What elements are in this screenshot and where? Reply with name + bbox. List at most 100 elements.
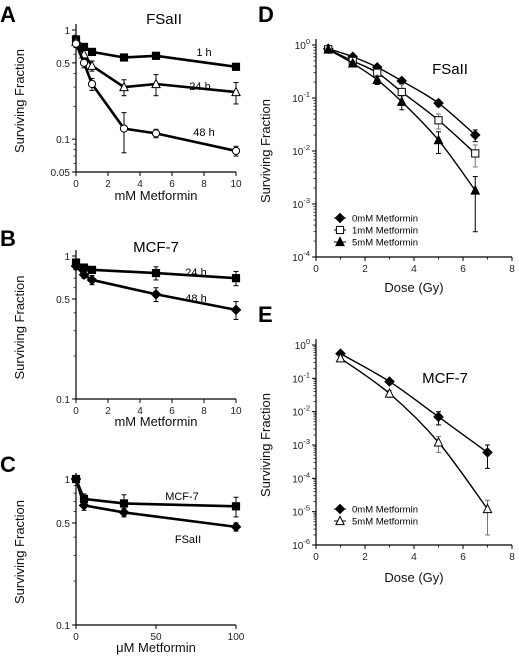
panel-a-series-2-point bbox=[231, 86, 241, 97]
panel-d-legend-marker bbox=[334, 212, 346, 224]
panel-e-series-1-point bbox=[433, 411, 444, 423]
panel-b-series-2-point bbox=[78, 269, 90, 281]
panel-e-series-2-point bbox=[335, 352, 346, 363]
panel-b-series-1-point bbox=[87, 265, 97, 274]
panel-e-series-1-point bbox=[482, 447, 493, 458]
panel-a-ytick-label: 0.05 bbox=[51, 168, 71, 179]
panel-e-xtick-label: 6 bbox=[460, 552, 466, 563]
panel-a-xtick-label: 6 bbox=[169, 179, 175, 190]
panel-e-series-1-line bbox=[340, 353, 488, 453]
panel-e-legend-marker bbox=[335, 515, 345, 526]
panel-c-series-2-point bbox=[78, 500, 90, 511]
panel-a-series-2-point bbox=[87, 60, 97, 70]
panel-c-xtick-label: 100 bbox=[228, 632, 245, 643]
panel-a-xtick-label: 4 bbox=[137, 179, 143, 190]
panel-e-y-axis-label: Surviving Fraction bbox=[258, 393, 273, 497]
panel-a-xtick-label: 10 bbox=[230, 179, 242, 190]
panel-d-series-3-point bbox=[396, 96, 407, 106]
panel-c-ytick-label: 0.1 bbox=[56, 621, 70, 632]
panel-c-series-2-line bbox=[74, 478, 237, 529]
panel-c-series-1-point bbox=[119, 499, 129, 508]
panel-c-xtick-label: 0 bbox=[73, 632, 79, 643]
panel-e-ytick-label: 10-5 bbox=[292, 504, 310, 519]
panel-d-ytick-label: 10-4 bbox=[292, 249, 310, 264]
panel-a-series-1-point bbox=[151, 51, 161, 60]
panel-a-series-1-point bbox=[119, 53, 129, 62]
panel-d-series-3-point bbox=[323, 43, 334, 54]
panel-e-legend-marker bbox=[334, 503, 346, 515]
panel-a-x-axis-label: mM Metformin bbox=[114, 188, 197, 203]
panel-d-series-1-point bbox=[469, 129, 481, 141]
panel-a-ytick-label: 1 bbox=[64, 26, 70, 37]
panel-e-legend-label: 5mM Metformin bbox=[352, 517, 418, 528]
panel-e-ytick-label: 10-4 bbox=[292, 470, 310, 485]
panel-d-xtick-label: 0 bbox=[313, 264, 319, 275]
panel-d-x-axis-label: Dose (Gy) bbox=[384, 280, 443, 295]
panel-b-xtick-label: 8 bbox=[201, 406, 207, 417]
panel-a-series-3-point bbox=[231, 146, 241, 156]
panel-e-xtick-label: 4 bbox=[411, 552, 417, 563]
panel-b-series-label: 48 h bbox=[185, 293, 206, 305]
panel-c-y-axis-label: Surviving Fraction bbox=[12, 500, 27, 604]
panel-d-legend-label: 1mM Metformin bbox=[352, 226, 418, 237]
panel-b-series-2-point bbox=[150, 288, 162, 300]
panel-d-series-1-point bbox=[433, 97, 444, 109]
panel-a-series-label: 48 h bbox=[193, 127, 214, 139]
panel-a-series-3-point bbox=[87, 79, 97, 89]
panel-b-series-label: 24 h bbox=[185, 267, 206, 279]
panel-a-series-2-point bbox=[119, 81, 129, 92]
panel-d-series-3-point bbox=[433, 134, 444, 145]
panel-e-ytick-label: 10-6 bbox=[292, 537, 310, 552]
panel-b-xtick-label: 2 bbox=[105, 406, 111, 417]
panel-a-series-label: 1 h bbox=[196, 47, 211, 59]
panel-d-xtick-label: 4 bbox=[411, 264, 417, 275]
panel-b-ytick-label: 0.5 bbox=[56, 295, 70, 306]
panel-a-xtick-label: 0 bbox=[73, 179, 79, 190]
panel-b-xtick-label: 0 bbox=[73, 406, 79, 417]
panel-b-letter: B bbox=[0, 226, 16, 251]
panel-d-legend-label: 5mM Metformin bbox=[352, 238, 418, 249]
panel-e-series-2-point bbox=[433, 436, 444, 447]
panel-a-series-label: 24 h bbox=[189, 81, 210, 93]
panel-d-letter: D bbox=[258, 2, 274, 27]
panel-e-series-2-point bbox=[384, 387, 395, 398]
panel-a-xtick-label: 2 bbox=[105, 179, 111, 190]
panel-d-series-2-point bbox=[434, 116, 443, 125]
panel-a-title: FSaII bbox=[146, 11, 182, 28]
panel-b-series-1-point bbox=[231, 274, 241, 283]
panel-e-series-2-point bbox=[482, 503, 493, 514]
panel-b-title: MCF-7 bbox=[133, 239, 179, 256]
panel-a-ytick-label: 0.1 bbox=[56, 135, 70, 146]
panel-e-series-2-line bbox=[340, 357, 489, 510]
panel-d-xtick-label: 8 bbox=[509, 264, 515, 275]
panel-a-series-3-point bbox=[79, 58, 89, 67]
panel-d-xtick-label: 6 bbox=[460, 264, 466, 275]
panel-e-x-axis-label: Dose (Gy) bbox=[384, 570, 443, 585]
panel-a-ytick-label: 0.5 bbox=[56, 59, 70, 70]
panel-c-series-2-point bbox=[230, 521, 242, 533]
panel-d-legend-marker bbox=[335, 236, 345, 247]
panel-d-ytick-label: 10-2 bbox=[292, 143, 310, 158]
panel-b-y-axis-label: Surviving Fraction bbox=[12, 275, 27, 379]
panel-c-series-2-point bbox=[70, 473, 82, 485]
panel-b-ytick-label: 1 bbox=[64, 252, 70, 263]
panel-b-xtick-label: 4 bbox=[137, 406, 143, 417]
panel-c-x-axis-label: μM Metformin bbox=[116, 640, 196, 655]
panel-b-ytick-label: 0.1 bbox=[56, 395, 70, 406]
panel-a-series-3-point bbox=[71, 39, 81, 48]
panel-a-series-3-point bbox=[119, 124, 129, 133]
panel-d-legend-label: 0mM Metformin bbox=[352, 214, 418, 225]
panel-d-y-axis-label: Surviving Fraction bbox=[258, 99, 273, 203]
panel-d-title: FSaII bbox=[432, 61, 468, 78]
panel-d-ytick-label: 10-1 bbox=[292, 90, 310, 105]
panel-e-ytick-label: 100 bbox=[295, 337, 310, 352]
panel-b-xtick-label: 10 bbox=[230, 406, 242, 417]
panel-b-series-2-point bbox=[70, 260, 82, 272]
panel-e-title: MCF-7 bbox=[422, 370, 468, 387]
panel-a-series-3-point bbox=[151, 129, 161, 138]
panel-e-letter: E bbox=[258, 302, 273, 327]
panel-c-xtick-label: 50 bbox=[150, 632, 162, 643]
panel-c-series-label: MCF-7 bbox=[165, 491, 199, 503]
panel-d-series-3-point bbox=[347, 57, 358, 68]
panel-d-legend-marker bbox=[335, 225, 345, 235]
